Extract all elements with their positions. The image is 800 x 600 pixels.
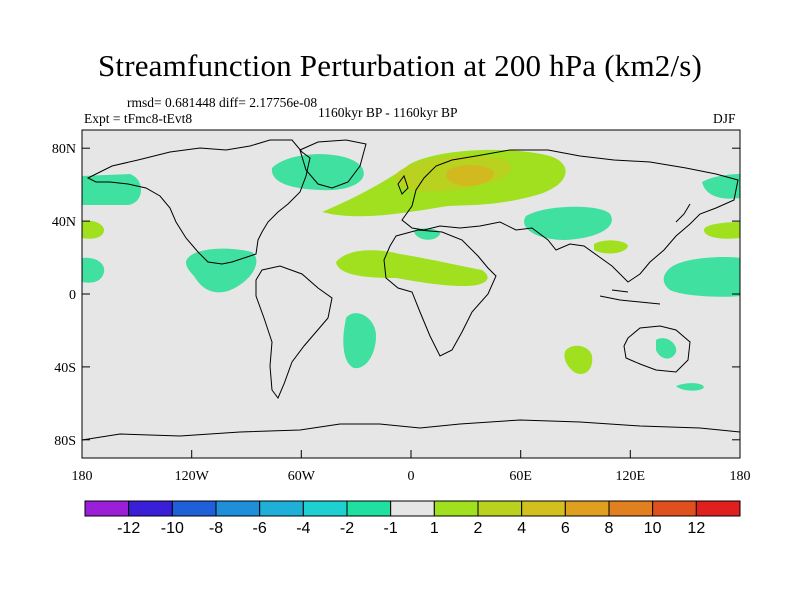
contour-negative-greenland	[271, 154, 364, 191]
colorbar-box	[390, 500, 435, 517]
contour-positive-pacific-west-40n	[82, 220, 104, 239]
lon-tick-label: 60W	[288, 469, 316, 484]
colorbar-label: -8	[209, 520, 223, 537]
stats-line: rmsd= 0.681448 diff= 2.17756e-08	[127, 95, 318, 110]
colorbar-box	[652, 500, 697, 517]
colorbar	[84, 500, 741, 517]
coast-africa	[383, 229, 497, 357]
contour-fills	[82, 149, 740, 391]
colorbar-box	[128, 500, 173, 517]
lon-tick-label: 60E	[509, 469, 532, 484]
lat-tick-label: 80S	[54, 434, 76, 449]
colorbar-label: 10	[644, 520, 662, 537]
colorbar-box	[477, 500, 523, 517]
season-label: DJF	[713, 111, 736, 126]
coast-north-america	[86, 139, 311, 265]
lat-tick-label: 0	[69, 288, 76, 303]
contour-negative-australia-east	[656, 338, 677, 359]
lon-tick-label: 180	[72, 469, 93, 484]
contour-negative-pacific-north-west	[702, 174, 740, 199]
colorbar-label: -12	[117, 520, 140, 537]
contour-positive-north-africa	[336, 250, 488, 286]
contour-negative-tasman	[676, 383, 704, 391]
colorbar-box	[84, 500, 130, 517]
colorbar-labels: -12 -10 -8 -6 -4 -2 -1 1 2 4 6 8 10 12	[117, 520, 705, 537]
colorbar-label: 4	[517, 520, 526, 537]
lon-tick-label: 120E	[616, 469, 646, 484]
lon-tick-label: 120W	[175, 469, 210, 484]
lat-tick-label: 80N	[52, 142, 76, 157]
coast-japan	[675, 203, 691, 223]
contour-positive-pacific-east-40n	[704, 222, 740, 239]
lat-tick-label: 40S	[54, 361, 76, 376]
coast-antarctica	[82, 419, 740, 441]
lat-tick-marks	[82, 147, 740, 441]
coast-indonesia	[599, 289, 661, 305]
colorbar-box	[215, 500, 261, 517]
lon-tick-marks	[81, 450, 741, 458]
contour-negative-pacific-north-east	[82, 174, 142, 205]
contour-negative-pacific-east-tropics	[82, 257, 105, 283]
experiment-label: Expt = tFmc8-tEvt8	[84, 111, 193, 126]
colorbar-label: 2	[474, 520, 483, 537]
colorbar-label: -6	[253, 520, 267, 537]
contour-negative-tropical-atlantic	[343, 313, 376, 369]
colorbar-label: -4	[296, 520, 310, 537]
map-title: Streamfunction Perturbation at 200 hPa (…	[97, 48, 703, 83]
period-label: 1160kyr BP - 1160kyr BP	[318, 105, 458, 120]
colorbar-label: 12	[687, 520, 705, 537]
contour-negative-west-pacific	[663, 257, 740, 297]
colorbar-box	[171, 500, 217, 517]
colorbar-label: -2	[340, 520, 354, 537]
contour-positive-arabian-sea	[594, 240, 628, 254]
colorbar-box	[564, 500, 610, 517]
coast-south-america	[255, 265, 333, 399]
coast-greenland	[299, 139, 367, 189]
colorbar-label: -10	[161, 520, 184, 537]
lon-tick-label: 180	[730, 469, 751, 484]
colorbar-box	[521, 500, 566, 517]
colorbar-label: -1	[384, 520, 398, 537]
coast-uk	[397, 174, 409, 195]
colorbar-box	[695, 500, 741, 517]
contour-positive-indian-ocean	[564, 345, 593, 375]
colorbar-box	[302, 500, 348, 517]
colorbar-box	[259, 500, 304, 517]
coast-australia	[623, 325, 691, 373]
coastlines	[82, 139, 740, 441]
colorbar-label: 8	[605, 520, 614, 537]
contour-positive-scandinavia-max	[445, 164, 495, 186]
lat-tick-label: 40N	[52, 215, 76, 230]
colorbar-box	[346, 500, 392, 517]
contour-negative-central-asia	[524, 206, 612, 240]
colorbar-box	[608, 500, 654, 517]
colorbar-label: 6	[561, 520, 570, 537]
colorbar-label: 1	[430, 520, 439, 537]
lon-tick-label: 0	[408, 469, 415, 484]
colorbar-box	[433, 500, 479, 517]
coast-eurasia	[401, 149, 739, 283]
